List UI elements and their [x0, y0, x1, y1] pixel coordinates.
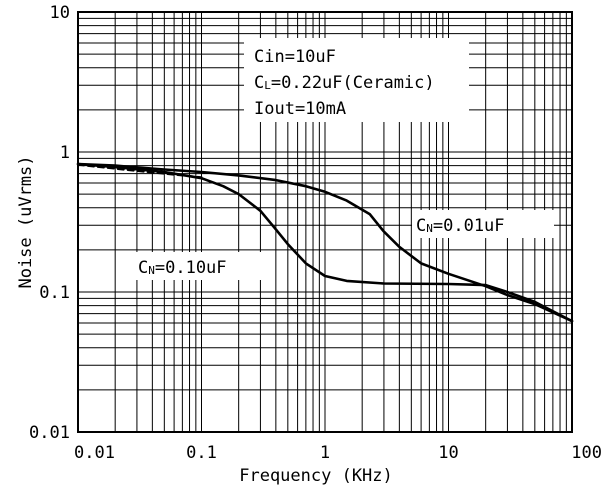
x-tick-label: 1	[320, 443, 330, 463]
tick-labels: 0.01 0.1 1 10 100 10 1 0.1 0.01	[29, 3, 602, 463]
condition-cl-sub: L	[264, 79, 271, 92]
series-label-box-1	[412, 210, 554, 238]
series-line-dashed	[77, 163, 203, 179]
condition-cin: Cin=10uF	[254, 47, 336, 67]
condition-cl: CL=0.22uF(Ceramic)	[254, 73, 435, 93]
series-label-cn-010-sub: N	[148, 264, 155, 277]
series-label-cn-010-rest: =0.10uF	[155, 258, 227, 278]
series-label-cn-010-main: C	[138, 258, 148, 278]
series-label-cn-001-main: C	[416, 216, 426, 236]
condition-cl-rest: =0.22uF(Ceramic)	[271, 73, 435, 93]
x-axis-label: Frequency (KHz)	[239, 466, 393, 486]
x-tick-label: 10	[438, 443, 458, 463]
series-label-cn-010: CN=0.10uF	[138, 258, 227, 278]
series-label-cn-001-sub: N	[426, 222, 433, 235]
series-label-cn-001-rest: =0.01uF	[433, 216, 505, 236]
series-label-box-2	[134, 252, 272, 280]
y-tick-label: 10	[50, 3, 70, 23]
y-tick-label: 1	[60, 143, 70, 163]
x-tick-label: 0.01	[74, 443, 115, 463]
series-line-1	[76, 162, 574, 323]
curves	[76, 162, 574, 323]
series-line-2	[76, 162, 574, 323]
x-tick-label: 0.1	[186, 443, 217, 463]
y-axis-label: Noise (uVrms)	[16, 155, 36, 288]
condition-cl-main: C	[254, 73, 264, 93]
plot-frame	[77, 11, 573, 433]
y-tick-label: 0.1	[39, 283, 70, 303]
conditions-box	[244, 38, 469, 122]
x-tick-label: 100	[571, 443, 602, 463]
condition-iout: Iout=10mA	[254, 99, 346, 119]
series-label-cn-001: CN=0.01uF	[416, 216, 505, 236]
y-tick-label: 0.01	[29, 423, 70, 443]
